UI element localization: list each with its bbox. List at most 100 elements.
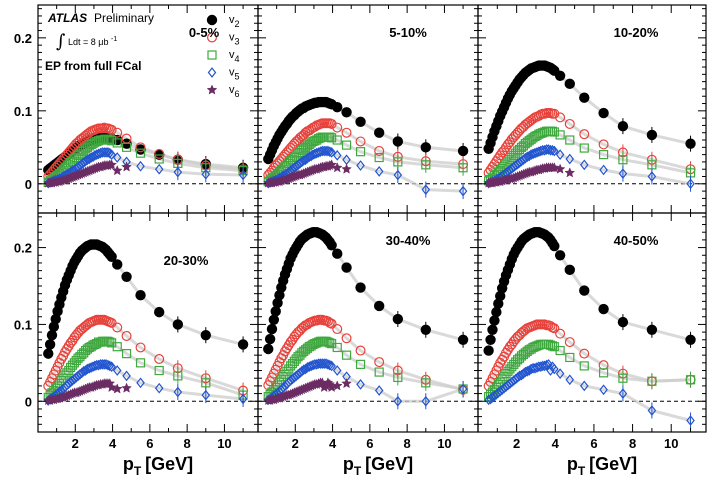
marker-v2 (270, 306, 281, 317)
marker-v4 (341, 350, 352, 360)
marker-v2 (106, 251, 117, 262)
marker-v6 (331, 162, 343, 173)
marker-v3 (154, 354, 165, 365)
marker-v2 (332, 248, 343, 259)
marker-v6 (121, 382, 132, 393)
marker-v5 (513, 372, 522, 383)
marker-v3 (374, 145, 385, 156)
marker-v3 (579, 348, 590, 359)
axes-layer (38, 5, 706, 432)
marker-v5 (136, 377, 145, 389)
marker-v3 (296, 131, 307, 142)
marker-v2 (341, 107, 352, 118)
marker-v3 (564, 337, 575, 348)
atlas-experiment-label: ATLAS (47, 11, 87, 25)
marker-v2 (420, 142, 431, 153)
y-tick-label: 0.2 (14, 241, 32, 256)
marker-v3 (71, 138, 82, 149)
marker-v5 (548, 144, 557, 156)
marker-v5 (540, 144, 549, 156)
marker-v6 (111, 383, 123, 394)
marker-v3 (154, 148, 165, 159)
marker-v5 (83, 154, 92, 166)
marker-v4 (327, 133, 337, 143)
marker-v5 (327, 147, 336, 158)
marker-v2 (485, 334, 496, 345)
marker-v6 (331, 380, 343, 391)
legend-label: v4 (229, 49, 240, 64)
x-tick-label: 8 (404, 436, 411, 451)
marker-v4 (618, 155, 628, 165)
marker-v2 (355, 116, 366, 127)
marker-v5 (542, 359, 551, 371)
marker-v6 (106, 159, 118, 170)
centrality-label: 30-40% (386, 233, 431, 248)
marker-v4 (154, 365, 164, 376)
marker-v2 (326, 240, 337, 251)
legend-label: v2 (229, 14, 240, 29)
marker-v2 (564, 78, 575, 90)
marker-v6 (341, 163, 352, 174)
marker-v4 (547, 341, 557, 351)
markers-layer (42, 60, 696, 429)
marker-v3 (135, 342, 146, 353)
marker-v5 (86, 152, 96, 163)
y-tick-label: 0.1 (14, 317, 32, 332)
marker-v5 (327, 360, 336, 372)
legend-entry: v5 (207, 67, 240, 82)
marker-v4 (421, 160, 431, 170)
marker-v5 (332, 149, 342, 161)
integral-sign: ∫ (56, 31, 66, 52)
method-label: EP from full FCal (45, 59, 141, 73)
panel-labels-layer: 0 0.1 0.2 0-5% 5-10% 10-20% 2 4 6 8 10 pT [GeV] 0 0.1 0… (14, 25, 679, 478)
marker-v3 (121, 330, 132, 341)
marker-v5 (555, 149, 565, 160)
x-tick-label: 6 (590, 436, 597, 451)
marker-v4 (555, 345, 565, 356)
marker-v2 (491, 306, 502, 318)
luminosity-exponent: -1 (111, 36, 117, 43)
centrality-label: 40-50% (614, 233, 659, 248)
marker-v5 (325, 359, 335, 371)
marker-v2 (46, 329, 58, 341)
marker-v2 (341, 262, 352, 273)
x-tick-label: 8 (629, 436, 636, 451)
marker-v2 (153, 306, 165, 318)
marker-v3 (341, 127, 352, 138)
marker-v3 (332, 122, 343, 133)
x-tick-label: 4 (109, 436, 117, 451)
marker-v6 (111, 165, 123, 176)
marker-v4 (458, 163, 468, 173)
marker-v2 (355, 282, 366, 293)
marker-v2 (420, 324, 431, 335)
y-tick-label: 0 (25, 177, 32, 192)
luminosity-prefix: Ldt = 8 (68, 37, 96, 47)
marker-v4 (393, 157, 403, 167)
marker-v2 (373, 300, 385, 312)
marker-v5 (618, 168, 628, 179)
marker-v2 (172, 319, 184, 330)
marker-v5 (540, 360, 549, 372)
marker-v3 (112, 322, 123, 333)
legend-marker-v3 (207, 32, 218, 43)
legend-label: v6 (229, 84, 240, 99)
y-tick-label: 0 (25, 394, 32, 409)
legend-entry: v6 (206, 84, 240, 99)
marker-v5 (647, 405, 657, 416)
x-tick-label: 8 (184, 436, 191, 451)
marker-v5 (421, 395, 431, 407)
marker-v2 (598, 303, 609, 315)
marker-v5 (565, 374, 575, 386)
marker-v5 (579, 380, 589, 392)
marker-v5 (79, 365, 88, 377)
marker-v3 (579, 129, 590, 140)
marker-v3 (112, 127, 123, 138)
marker-v4 (325, 338, 335, 348)
marker-v5 (325, 146, 335, 158)
marker-v4 (618, 373, 628, 383)
marker-v5 (522, 151, 532, 163)
marker-v5 (332, 365, 342, 376)
marker-v2 (392, 136, 404, 147)
x-axis-title: pT [GeV] (567, 454, 637, 478)
marker-v4 (135, 358, 146, 368)
